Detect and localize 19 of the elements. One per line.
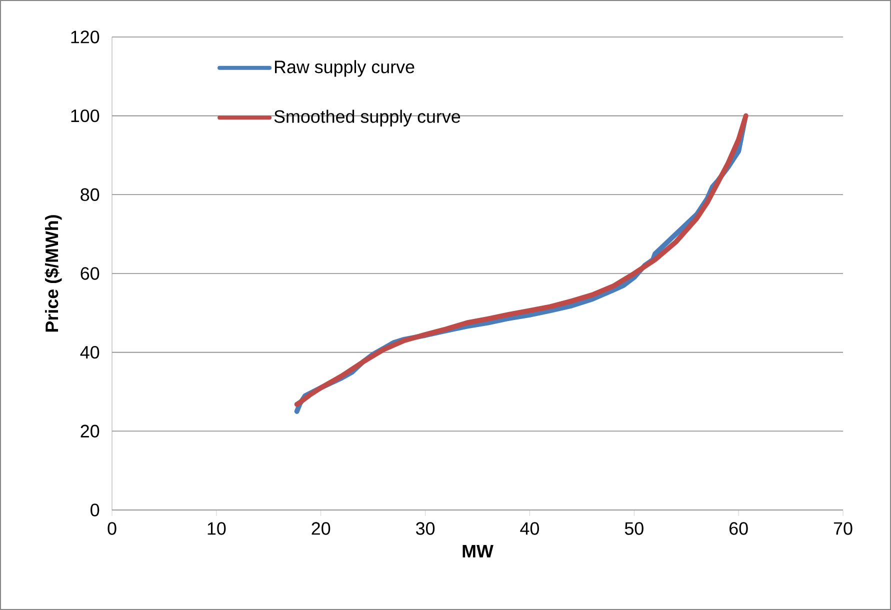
x-tick-label: 10 (208, 522, 226, 535)
y-tick-label: 80 (80, 188, 100, 201)
y-tick-label: 100 (71, 109, 100, 122)
x-axis-title: MW (462, 545, 494, 558)
y-tick-label: 40 (80, 346, 100, 359)
x-tick-label: 70 (834, 522, 852, 535)
x-tick-label: 40 (520, 522, 539, 535)
x-tick-label: 0 (108, 522, 116, 535)
y-tick-label: 120 (71, 30, 100, 44)
y-tick-label: 20 (80, 424, 100, 438)
x-tick-label: 20 (312, 522, 330, 535)
legend-label: Raw supply curve (274, 60, 414, 77)
legend-label: Smoothed supply curve (274, 110, 460, 126)
y-tick-label: 60 (80, 267, 100, 280)
y-axis-title: Price ($/MWh) (44, 215, 62, 332)
x-tick-label: 50 (624, 522, 644, 535)
x-tick-label: 60 (730, 522, 748, 535)
y-tick-label: 0 (90, 504, 100, 516)
x-tick-label: 30 (416, 522, 435, 535)
